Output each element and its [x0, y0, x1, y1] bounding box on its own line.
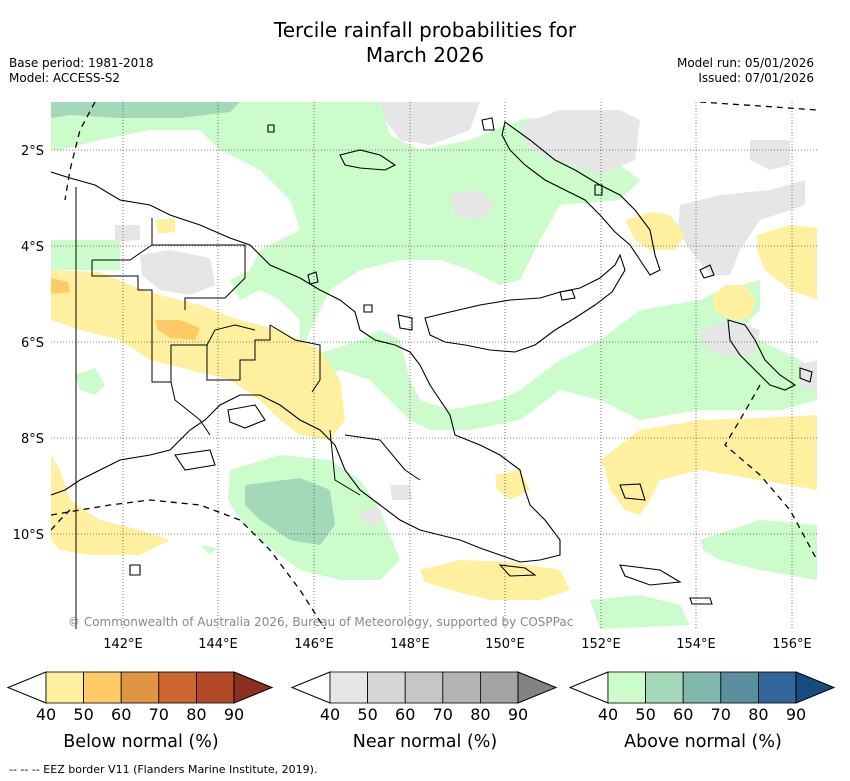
model-name: Model: ACCESS-S2 — [9, 71, 121, 85]
near-normal-regions — [115, 102, 817, 525]
lon-label: 156°E — [772, 637, 812, 652]
colorbar-right-extend — [795, 671, 836, 704]
issued-date: Issued: 07/01/2026 — [698, 71, 814, 85]
colorbar-tick: 50 — [73, 705, 93, 724]
colorbar-segment — [367, 671, 406, 704]
colorbar-segment — [442, 671, 481, 704]
base-period: Base period: 1981-2018 — [9, 56, 154, 70]
title-line-2: March 2026 — [365, 43, 485, 67]
below-normal-50-regions — [51, 278, 200, 340]
eez-footnote: -- -- -- EEZ border V11 (Flanders Marine… — [9, 763, 318, 776]
colorbar-tick: 80 — [748, 705, 768, 724]
colorbar-label: Above normal (%) — [624, 732, 782, 752]
colorbar-tick: 80 — [470, 705, 490, 724]
above-normal-50-regions — [51, 102, 335, 545]
colorbar-segment — [158, 671, 197, 704]
colorbar-segment — [329, 671, 368, 704]
meta-left: Base period: 1981-2018 Model: ACCESS-S2 — [9, 56, 154, 86]
colorbar-segment — [120, 671, 160, 704]
colorbar-segment — [607, 671, 646, 704]
lat-label: 4°S — [21, 240, 44, 255]
lat-label: 6°S — [21, 336, 44, 351]
colorbar-label: Near normal (%) — [353, 732, 498, 752]
colorbar-tick: 70 — [149, 705, 169, 724]
copyright-text: © Commonwealth of Australia 2026, Bureau… — [68, 615, 573, 629]
colorbar-segment — [758, 671, 797, 704]
colorbar-tick: 40 — [320, 705, 340, 724]
colorbar-tick: 60 — [395, 705, 415, 724]
model-run: Model run: 05/01/2026 — [676, 56, 814, 70]
colorbar-left-extend — [290, 671, 331, 704]
coastlines — [51, 117, 813, 605]
colorbar-tick: 70 — [433, 705, 453, 724]
colorbar-tick: 60 — [673, 705, 693, 724]
lon-label: 150°E — [485, 637, 525, 652]
colorbar-tick: 70 — [711, 705, 731, 724]
below-normal-regions — [51, 212, 817, 600]
colorbar-left-extend — [568, 671, 609, 704]
lon-label: 148°E — [390, 637, 430, 652]
latitude-labels: 2°S 4°S 6°S 8°S 10°S — [13, 144, 44, 543]
colorbar-segment — [479, 671, 519, 704]
colorbar-tick: 60 — [111, 705, 131, 724]
colorbar-tick: 90 — [224, 705, 244, 724]
lon-label: 142°E — [103, 637, 143, 652]
graticule — [51, 102, 817, 629]
lat-label: 8°S — [21, 432, 44, 447]
colorbar-right-extend — [517, 671, 558, 704]
map-title: Tercile rainfall probabilities for March… — [0, 18, 850, 68]
longitude-labels: 142°E 144°E 146°E 148°E 150°E 152°E 154°… — [103, 637, 812, 652]
lat-label: 10°S — [13, 528, 44, 543]
colorbars: 40 50 60 70 80 90 Below normal (%) 40 50 60 70 80 90… — [6, 671, 836, 752]
eez-borders — [51, 102, 817, 629]
colorbar-2: 40 50 60 70 80 90 Near normal (%) — [290, 671, 558, 752]
colorbar-left-extend — [6, 671, 47, 704]
colorbar-segment — [83, 671, 122, 704]
colorbar-tick: 80 — [186, 705, 206, 724]
province-borders — [75, 187, 421, 629]
lon-label: 144°E — [198, 637, 238, 652]
colorbar-tick: 50 — [635, 705, 655, 724]
colorbar-tick: 50 — [357, 705, 377, 724]
colorbar-tick: 90 — [786, 705, 806, 724]
lon-label: 146°E — [294, 637, 334, 652]
lon-label: 152°E — [581, 637, 621, 652]
colorbar-segment — [404, 671, 444, 704]
colorbar-1: 40 50 60 70 80 90 Below normal (%) — [6, 671, 274, 752]
colorbar-segment — [645, 671, 684, 704]
colorbar-tick: 90 — [508, 705, 528, 724]
colorbar-segment — [682, 671, 722, 704]
colorbar-tick: 40 — [36, 705, 56, 724]
colorbar-segment — [195, 671, 235, 704]
lat-label: 2°S — [21, 144, 44, 159]
colorbar-right-extend — [233, 671, 274, 704]
colorbar-segment — [45, 671, 84, 704]
colorbar-label: Below normal (%) — [63, 732, 218, 752]
title-line-1: Tercile rainfall probabilities for — [273, 18, 577, 42]
lon-label: 154°E — [676, 637, 716, 652]
meta-right: Model run: 05/01/2026 Issued: 07/01/2026 — [677, 56, 814, 86]
colorbar-tick: 40 — [598, 705, 618, 724]
colorbar-segment — [720, 671, 759, 704]
